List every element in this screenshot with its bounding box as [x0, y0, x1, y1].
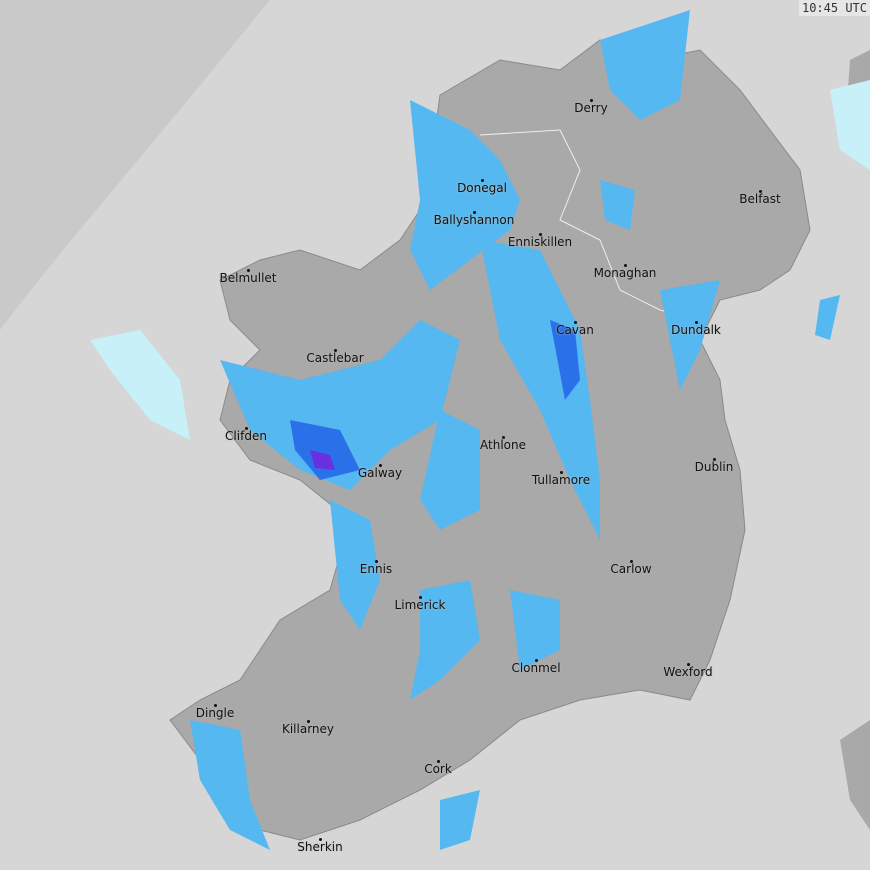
town-marker	[437, 760, 440, 763]
town-label: Belfast	[739, 192, 781, 206]
town-label: Sherkin	[297, 840, 343, 854]
town-marker	[379, 464, 382, 467]
land-wales	[840, 720, 870, 830]
town-label: Clifden	[225, 429, 267, 443]
town-marker	[319, 838, 322, 841]
town-marker	[473, 211, 476, 214]
town-label: Enniskillen	[507, 235, 573, 249]
town-marker	[630, 560, 633, 563]
town-label: Limerick	[394, 598, 446, 612]
timestamp: 10:45 UTC	[798, 0, 870, 16]
town-label: Castlebar	[306, 351, 364, 365]
border-line	[479, 129, 701, 321]
town-marker	[481, 179, 484, 182]
town-label: Ennis	[359, 562, 393, 576]
town-marker	[502, 436, 505, 439]
town-marker	[574, 321, 577, 324]
town-marker	[419, 596, 422, 599]
town-marker	[375, 560, 378, 563]
town-label: Monaghan	[593, 266, 657, 280]
town-label: Carlow	[610, 562, 652, 576]
town-marker	[214, 704, 217, 707]
town-label: Ballyshannon	[433, 213, 515, 227]
town-marker	[687, 663, 690, 666]
town-marker	[539, 233, 542, 236]
town-marker	[307, 720, 310, 723]
town-label: Donegal	[457, 181, 507, 195]
town-label: Belmullet	[219, 271, 277, 285]
land-ireland	[169, 39, 811, 841]
town-marker	[334, 349, 337, 352]
town-label: Clonmel	[511, 661, 561, 675]
town-label: Cavan	[556, 323, 594, 337]
town-marker	[695, 321, 698, 324]
town-label: Derry	[574, 101, 608, 115]
town-marker	[590, 99, 593, 102]
town-marker	[713, 458, 716, 461]
town-label: Cork	[424, 762, 452, 776]
town-label: Galway	[357, 466, 403, 480]
rain-echoes	[90, 10, 870, 850]
town-marker	[247, 269, 250, 272]
town-label: Athlone	[480, 438, 526, 452]
town-label: Wexford	[663, 665, 713, 679]
town-marker	[245, 427, 248, 430]
town-marker	[759, 190, 762, 193]
town-label: Dublin	[694, 460, 734, 474]
town-marker	[624, 264, 627, 267]
town-label: Killarney	[281, 722, 335, 736]
town-label: Dundalk	[671, 323, 721, 337]
town-marker	[535, 659, 538, 662]
town-marker	[560, 471, 563, 474]
town-label: Dingle	[195, 706, 235, 720]
town-label: Tullamore	[531, 473, 591, 487]
